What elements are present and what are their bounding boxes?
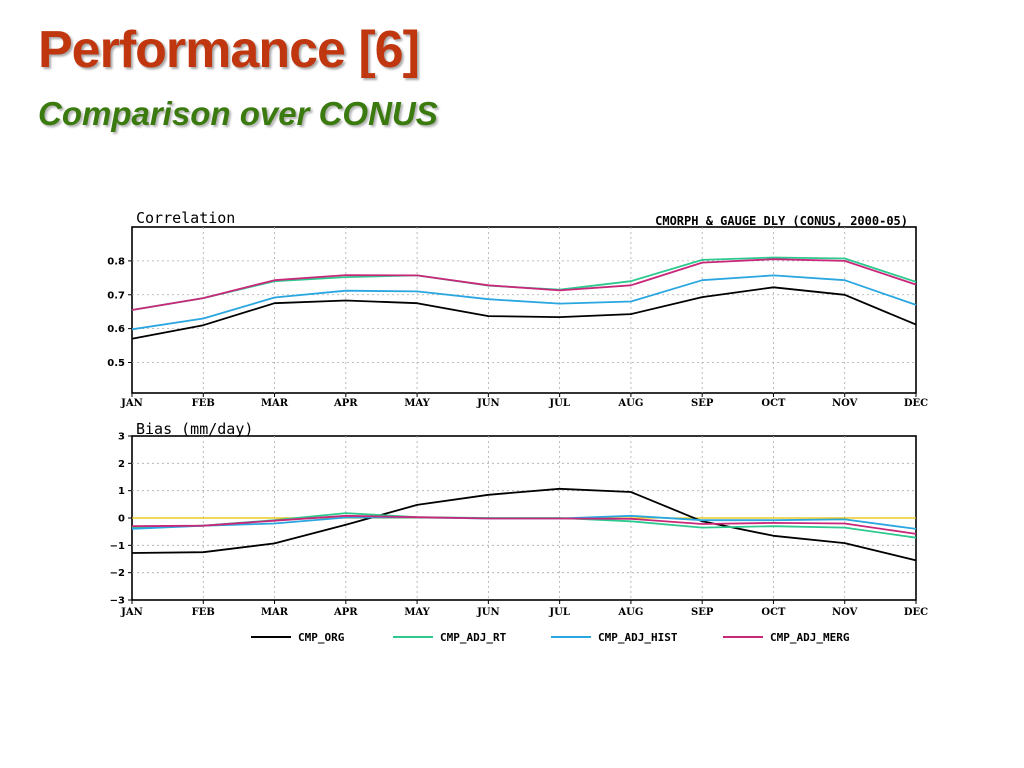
y-tick-label: 0.6 [107, 324, 125, 335]
x-tick-label: SEP [691, 398, 714, 409]
legend-label: CMP_ORG [298, 631, 345, 644]
x-tick-label: NOV [832, 398, 858, 409]
legend-label: CMP_ADJ_HIST [598, 631, 678, 644]
x-tick-label: MAR [261, 607, 289, 618]
x-tick-label: NOV [832, 607, 858, 618]
series-line-cmp-adj-merg [131, 514, 917, 535]
series-line-cmp-adj-hist [131, 274, 917, 331]
y-tick-label: −3 [110, 596, 125, 607]
plot-frame [131, 226, 917, 394]
x-tick-label: FEB [192, 398, 215, 409]
x-tick-label: APR [333, 398, 358, 409]
x-tick-label: JAN [120, 607, 143, 618]
slide-subtitle: Comparison over CONUS [38, 95, 438, 132]
x-tick-label: JUL [548, 398, 569, 409]
y-tick-label: −1 [110, 541, 125, 552]
x-tick-label: AUG [617, 398, 643, 409]
x-tick-label: APR [333, 607, 358, 618]
panel-title: Correlation [136, 209, 235, 227]
x-tick-label: AUG [617, 607, 643, 618]
series-line-cmp-adj-merg [131, 258, 917, 311]
x-tick-label: FEB [192, 607, 215, 618]
x-tick-label: MAY [404, 607, 430, 618]
legend-label: CMP_ADJ_RT [440, 631, 507, 644]
x-tick-label: OCT [761, 398, 786, 409]
x-tick-label: DEC [904, 398, 928, 409]
chart-legend: CMP_ORG CMP_ADJ_RT CMP_ADJ_HIST CMP_ADJ_MER… [251, 631, 850, 644]
y-tick-label: 2 [118, 459, 125, 470]
y-tick-label: 3 [118, 432, 125, 443]
y-tick-label: 0 [118, 514, 125, 525]
correlation-panel: 0.5 0.6 0.7 0.8 JAN FEB MAR APR MAY JUN JUL AUG SEP O… [107, 209, 928, 409]
x-tick-label: JUL [548, 607, 569, 618]
x-tick-label: DEC [904, 607, 928, 618]
series-line-cmp-org [131, 286, 917, 340]
x-tick-label: SEP [691, 607, 714, 618]
x-tick-label: OCT [761, 607, 786, 618]
slide-title: Performance [6] [38, 21, 420, 79]
x-tick-label: MAY [404, 398, 430, 409]
panel-title: Bias (mm/day) [136, 420, 253, 438]
x-tick-label: JUN [476, 607, 500, 618]
y-tick-label: 1 [118, 486, 125, 497]
legend-label: CMP_ADJ_MERG [770, 631, 850, 644]
y-tick-label: 0.8 [107, 256, 125, 267]
series-line-cmp-org [131, 487, 917, 562]
x-tick-label: JUN [476, 398, 500, 409]
y-tick-label: 0.5 [107, 358, 125, 369]
y-tick-label: −2 [110, 568, 125, 579]
x-tick-label: JAN [120, 398, 143, 409]
chart-header: CMORPH & GAUGE DLY (CONUS, 2000-05) [655, 214, 908, 228]
x-tick-label: MAR [261, 398, 289, 409]
y-tick-label: 0.7 [107, 290, 125, 301]
